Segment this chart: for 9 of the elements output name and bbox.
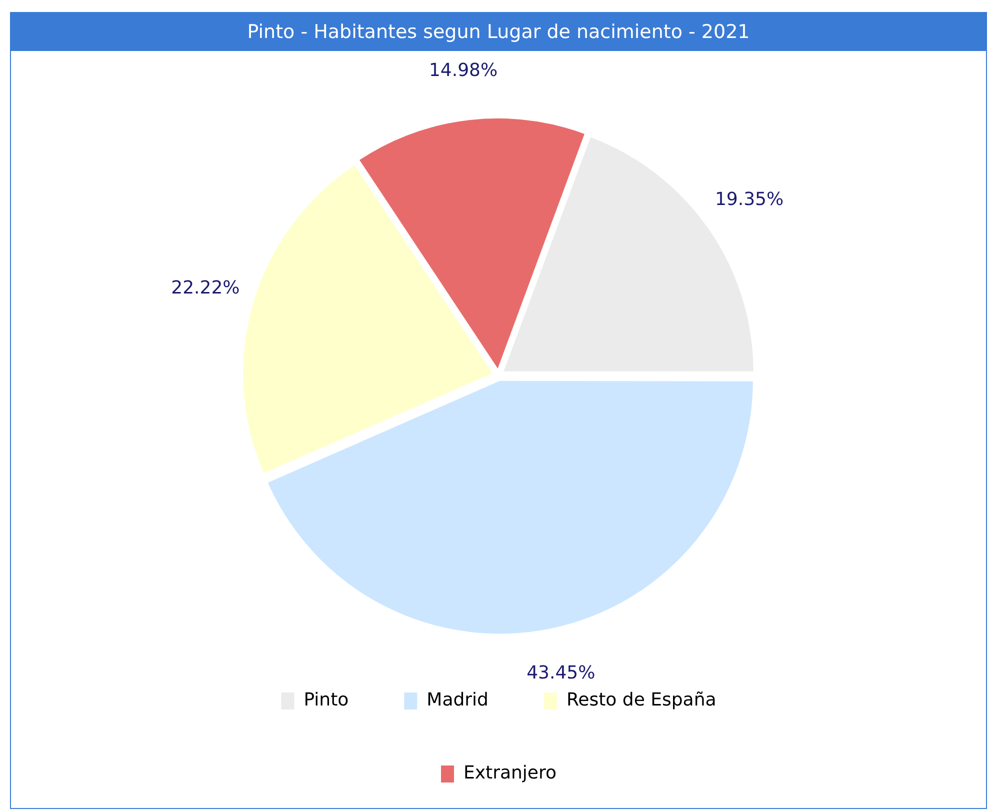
legend-label: Madrid <box>426 690 488 711</box>
legend-label: Extranjero <box>463 762 557 784</box>
data-label: 43.45% <box>526 662 596 684</box>
data-label: 14.98% <box>428 60 498 82</box>
chart-title: Pinto - Habitantes segun Lugar de nacimiento - 2021 <box>11 13 986 51</box>
legend-label: Resto de España <box>566 690 716 711</box>
legend-label: Pinto <box>304 690 349 711</box>
data-label: 19.35% <box>714 189 784 210</box>
data-label: 22.22% <box>171 277 240 298</box>
